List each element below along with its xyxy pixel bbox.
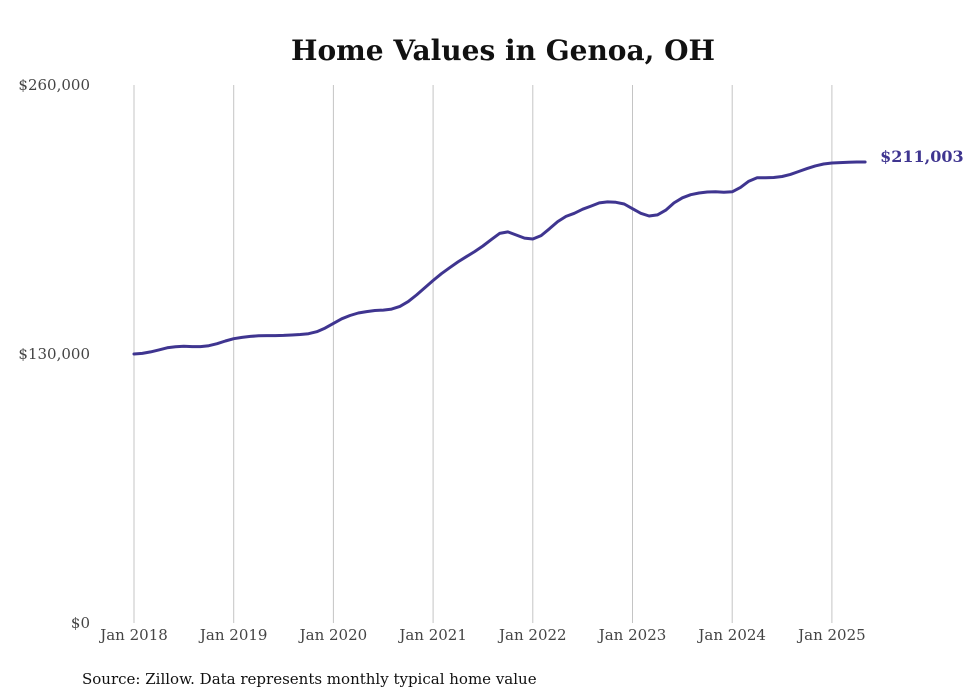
y-tick-label: $130,000 xyxy=(18,345,90,363)
x-tick-label: Jan 2021 xyxy=(397,626,467,644)
y-axis-ticks: $0 $130,000 $260,000 xyxy=(18,76,90,632)
y-tick-label: $0 xyxy=(71,614,90,632)
vertical-gridlines xyxy=(133,85,833,623)
x-axis-ticks: Jan 2018 Jan 2019 Jan 2020 Jan 2021 Jan 2022… xyxy=(98,626,865,644)
x-tick-label: Jan 2025 xyxy=(796,626,866,644)
home-value-line xyxy=(132,160,867,356)
x-tick-label: Jan 2023 xyxy=(597,626,667,644)
source-note: Source: Zillow. Data represents monthly … xyxy=(82,670,537,688)
chart-title: Home Values in Genoa, OH xyxy=(291,34,715,67)
x-tick-label: Jan 2022 xyxy=(497,626,567,644)
x-tick-label: Jan 2020 xyxy=(298,626,368,644)
x-tick-label: Jan 2024 xyxy=(696,626,766,644)
latest-value-label: $211,003 xyxy=(880,147,964,166)
x-tick-label: Jan 2019 xyxy=(198,626,268,644)
y-tick-label: $260,000 xyxy=(18,76,90,94)
x-tick-label: Jan 2018 xyxy=(98,626,168,644)
